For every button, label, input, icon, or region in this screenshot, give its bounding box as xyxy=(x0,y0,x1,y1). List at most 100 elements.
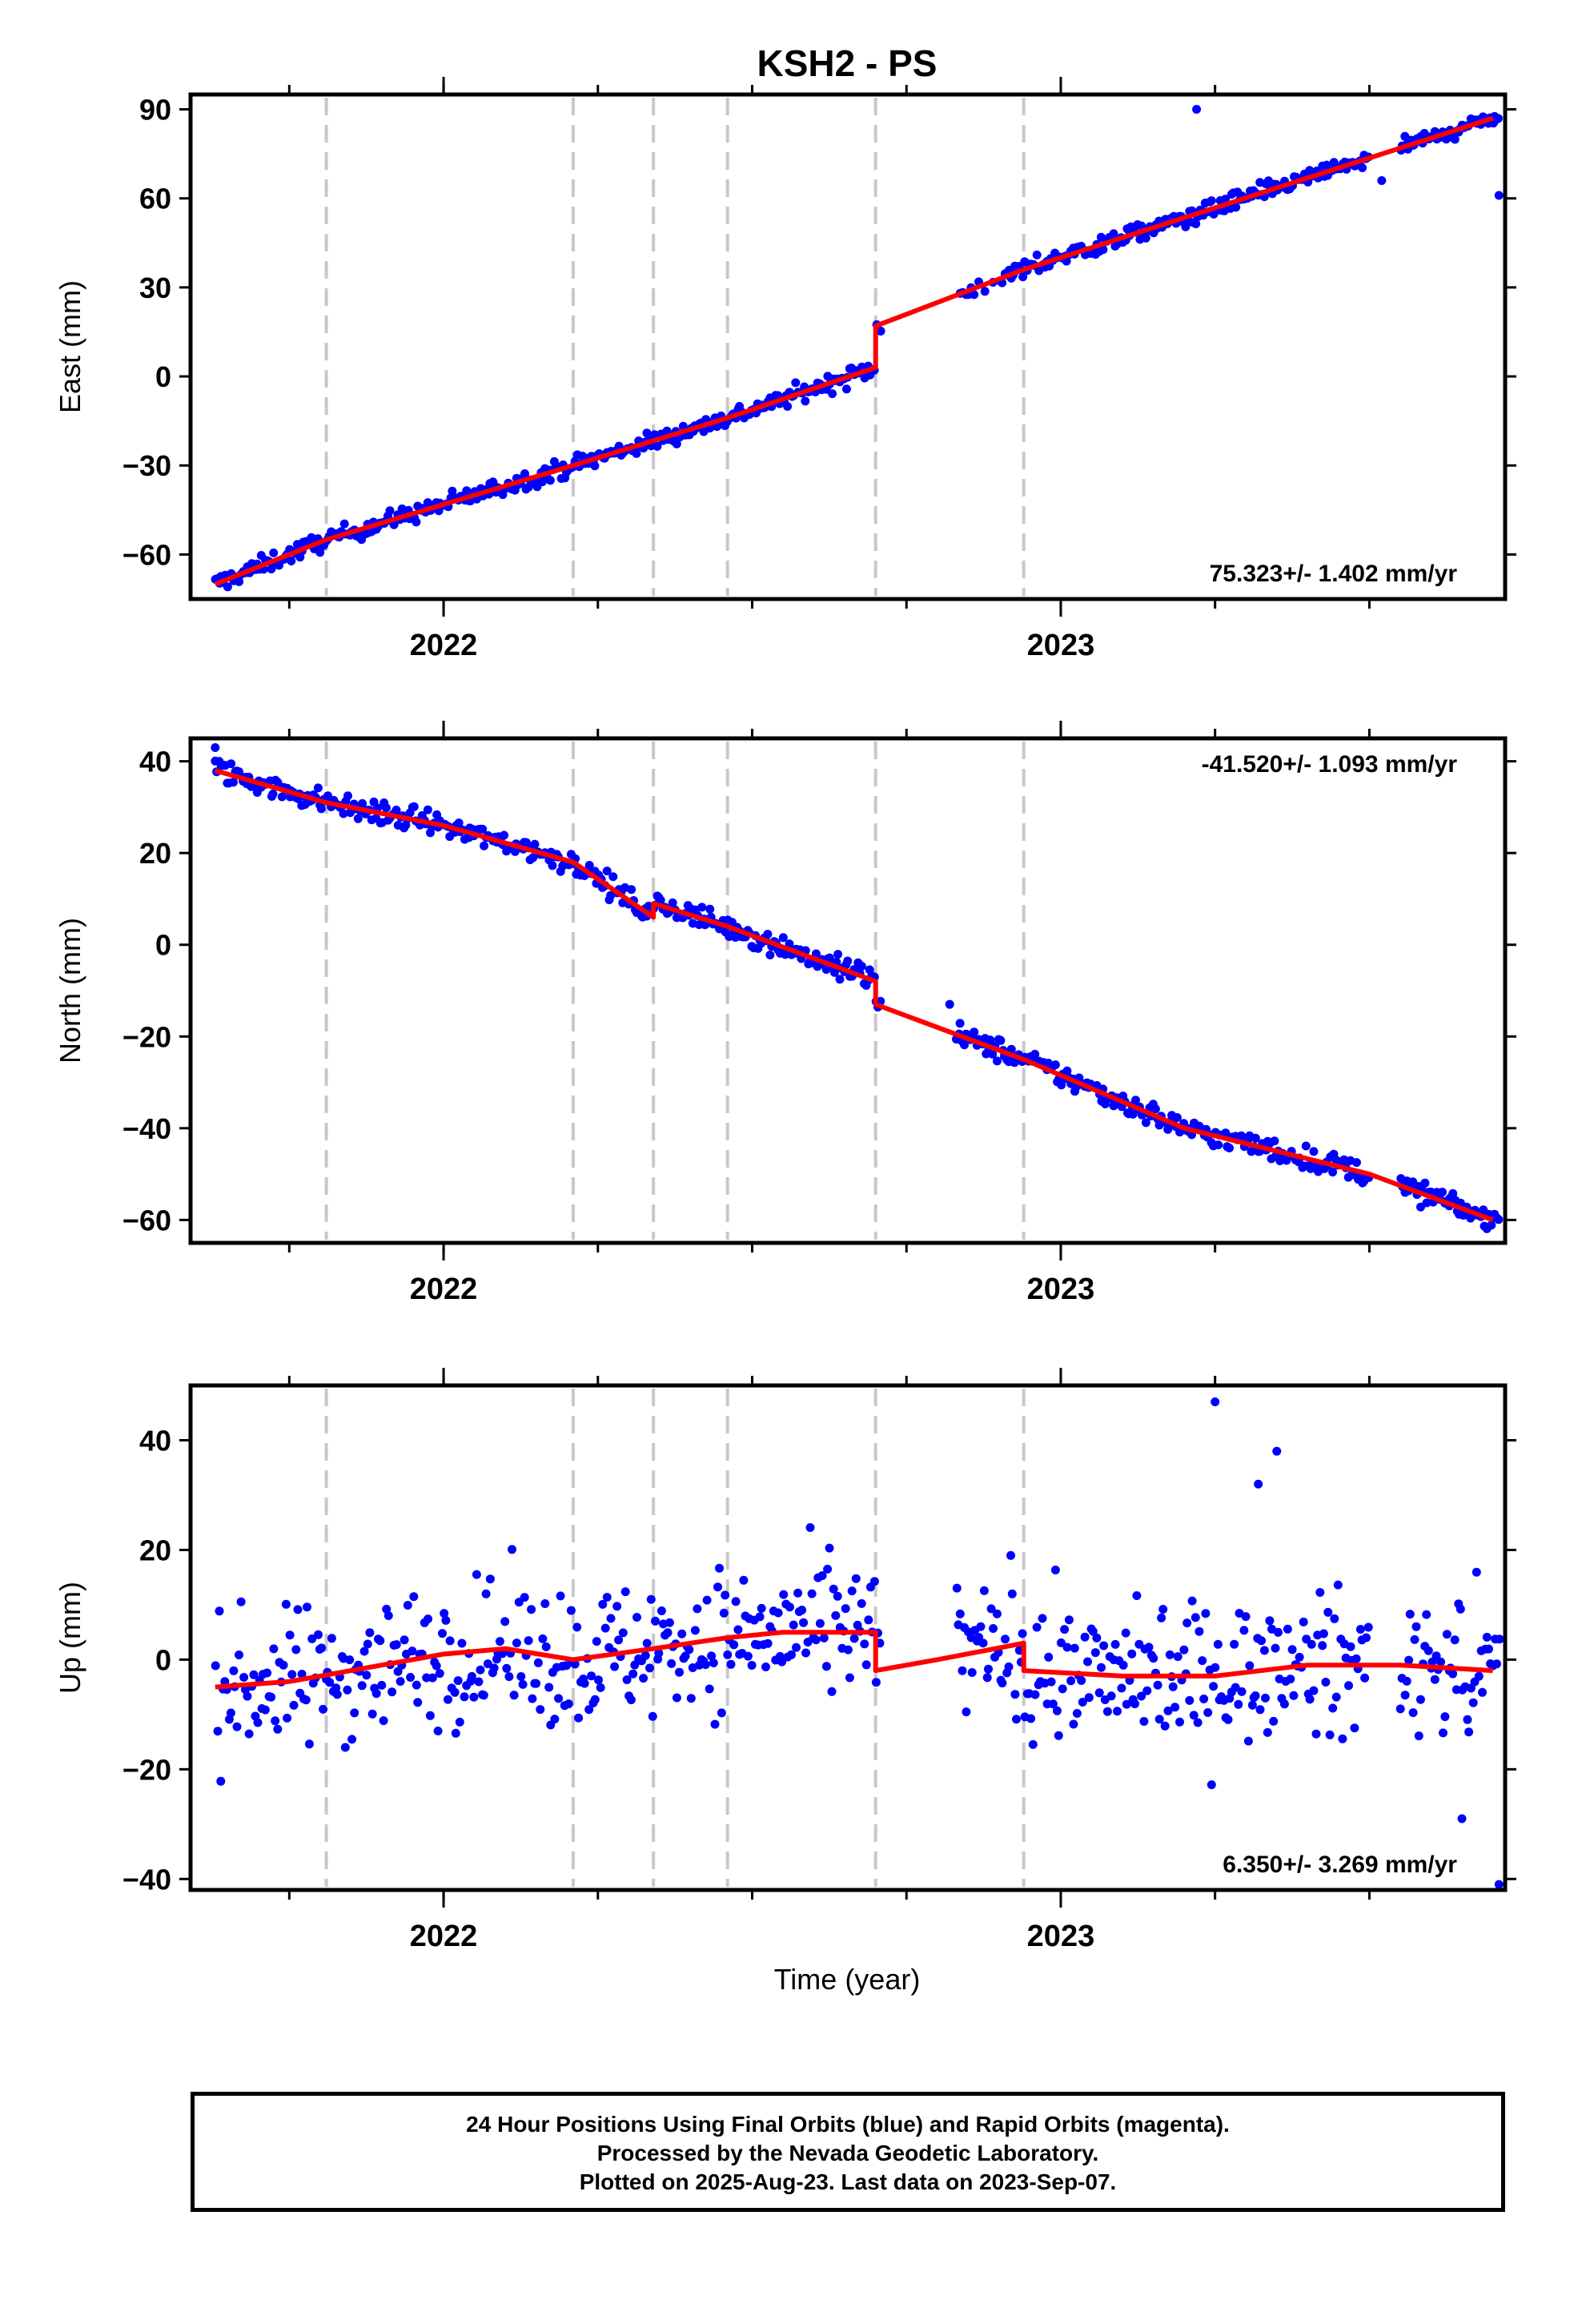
y-tick-label: −60 xyxy=(122,538,171,571)
data-point xyxy=(702,1595,712,1605)
data-point xyxy=(243,1691,252,1701)
data-point xyxy=(1018,272,1028,282)
data-point xyxy=(533,1658,543,1667)
data-point xyxy=(1438,1188,1447,1197)
data-point xyxy=(249,1670,259,1679)
data-point xyxy=(297,1670,307,1679)
data-point xyxy=(391,806,401,814)
data-point xyxy=(1472,1567,1481,1577)
data-point xyxy=(602,866,612,876)
data-point xyxy=(1131,1096,1140,1105)
data-point xyxy=(527,1605,536,1614)
data-point xyxy=(612,1602,622,1611)
footer-line-1: 24 Hour Positions Using Final Orbits (bl… xyxy=(466,2112,1230,2137)
data-point xyxy=(1405,1610,1415,1619)
data-point xyxy=(1070,1643,1079,1653)
data-point xyxy=(645,1663,654,1673)
data-point xyxy=(1185,1695,1195,1705)
plot-frame xyxy=(188,1383,1508,1892)
data-point xyxy=(528,1694,537,1703)
data-point xyxy=(435,1669,444,1679)
y-tick-label: 40 xyxy=(139,1424,171,1457)
data-point xyxy=(232,1722,242,1731)
data-point xyxy=(861,1660,871,1670)
data-point xyxy=(739,1575,749,1585)
data-point xyxy=(1213,1639,1223,1649)
data-point xyxy=(761,1663,770,1671)
data-point xyxy=(857,962,866,971)
data-point xyxy=(343,1685,352,1695)
data-point xyxy=(1355,1625,1365,1634)
data-point xyxy=(980,287,990,296)
y-tick-label: −40 xyxy=(122,1863,171,1896)
data-point xyxy=(1351,1654,1361,1663)
data-point xyxy=(1474,1671,1484,1681)
y-axis-label: Up (mm) xyxy=(54,1582,86,1694)
data-point xyxy=(1010,1690,1020,1699)
data-point xyxy=(1270,1136,1279,1146)
data-point xyxy=(646,1594,656,1604)
data-point xyxy=(1110,1639,1120,1649)
data-point xyxy=(1323,1607,1333,1617)
data-point xyxy=(1207,196,1216,206)
data-point xyxy=(481,1589,491,1598)
data-point xyxy=(1012,1715,1021,1724)
data-point xyxy=(273,1724,283,1734)
data-point xyxy=(1032,250,1042,259)
data-point xyxy=(1113,1707,1122,1716)
data-point xyxy=(453,1676,463,1686)
data-point xyxy=(1404,1655,1414,1665)
data-point xyxy=(509,1691,519,1700)
data-point xyxy=(791,378,801,388)
outlier-point xyxy=(945,999,954,1009)
data-point xyxy=(367,1709,377,1719)
data-point xyxy=(241,1685,250,1695)
data-point xyxy=(869,1577,879,1586)
data-point xyxy=(502,1663,512,1673)
data-point xyxy=(819,1633,829,1642)
data-point xyxy=(500,1617,510,1626)
data-point xyxy=(1422,1610,1431,1619)
data-point xyxy=(385,506,395,516)
data-point xyxy=(1160,1721,1170,1731)
data-point xyxy=(1142,1686,1152,1695)
data-point xyxy=(988,1049,998,1059)
data-point xyxy=(1261,1693,1270,1703)
data-point xyxy=(1189,1711,1199,1720)
y-tick-label: 40 xyxy=(139,746,171,778)
data-point xyxy=(805,1523,815,1532)
data-point xyxy=(1088,1626,1098,1636)
data-point xyxy=(618,1628,628,1638)
data-point xyxy=(640,1651,650,1660)
data-point xyxy=(710,1719,720,1729)
data-point xyxy=(1494,114,1503,123)
data-point xyxy=(235,577,244,586)
data-point xyxy=(1269,1716,1279,1726)
data-point xyxy=(269,548,279,557)
data-point xyxy=(632,1613,641,1622)
data-point xyxy=(1006,1550,1015,1560)
data-point xyxy=(1139,1717,1149,1726)
data-point xyxy=(998,1679,1007,1688)
rate-annotation: -41.520+/- 1.093 mm/yr xyxy=(1202,751,1458,778)
data-point xyxy=(594,1675,603,1685)
data-point xyxy=(314,1630,323,1639)
data-point xyxy=(520,1593,529,1602)
data-point xyxy=(307,1634,317,1643)
data-point xyxy=(467,1671,476,1681)
data-point xyxy=(483,1659,492,1669)
y-axis-label: North (mm) xyxy=(54,918,86,1063)
data-point xyxy=(639,1674,648,1683)
data-point xyxy=(428,1673,437,1683)
data-point xyxy=(359,1647,369,1656)
data-point xyxy=(524,1636,533,1646)
data-point xyxy=(992,1609,1002,1618)
outlier-point xyxy=(1211,1397,1220,1407)
data-point xyxy=(267,1692,276,1702)
data-point xyxy=(717,1708,726,1718)
data-point xyxy=(785,1602,794,1612)
y-tick-label: 20 xyxy=(139,837,171,870)
data-point xyxy=(1072,1709,1082,1718)
data-point xyxy=(827,1687,837,1696)
data-point xyxy=(970,290,979,300)
